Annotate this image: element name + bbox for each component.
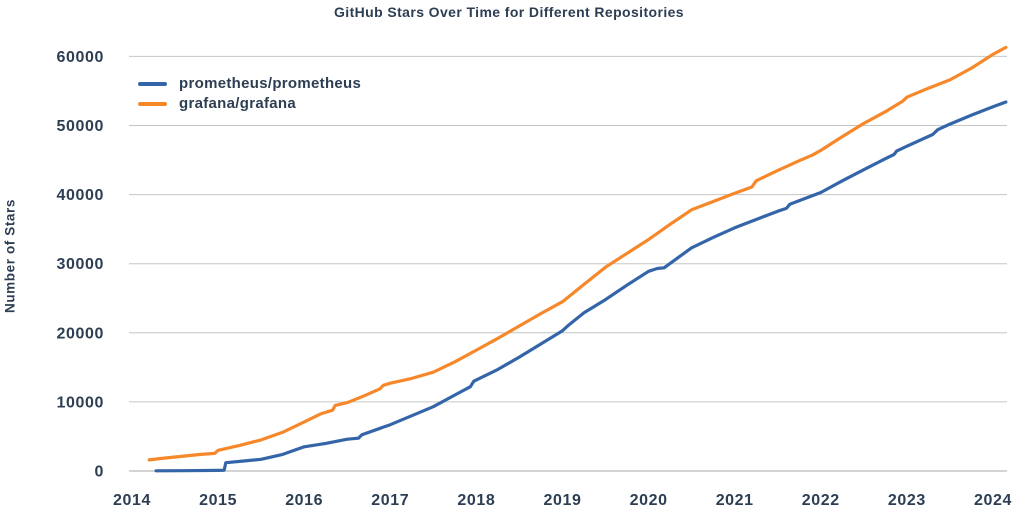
legend-item-prometheus: prometheus/prometheus: [138, 75, 362, 92]
chart-title: GitHub Stars Over Time for Different Rep…: [334, 4, 684, 20]
legend: prometheus/prometheus grafana/grafana: [138, 75, 362, 112]
x-tick-label-2019: 2019: [544, 492, 582, 509]
x-tick-label-2020: 2020: [630, 492, 668, 509]
y-tick-label-20000: 20000: [57, 325, 105, 342]
x-tick-label-2022: 2022: [802, 492, 840, 509]
x-tick-label-2014: 2014: [113, 492, 151, 509]
legend-swatch-prometheus: [138, 81, 167, 86]
legend-label: grafana/grafana: [179, 95, 297, 112]
y-tick-label-40000: 40000: [57, 187, 105, 204]
legend-swatch-grafana: [138, 101, 167, 106]
y-tick-label-0: 0: [95, 464, 105, 481]
y-tick-label-60000: 60000: [57, 49, 105, 66]
x-tick-label-2024: 2024: [974, 492, 1012, 509]
x-tick-label-2015: 2015: [199, 492, 237, 509]
legend-label: prometheus/prometheus: [179, 75, 362, 92]
x-tick-label-2018: 2018: [457, 492, 495, 509]
y-tick-label-30000: 30000: [57, 256, 105, 273]
x-tick-label-2021: 2021: [716, 492, 754, 509]
series-line-prometheus: [154, 100, 1008, 473]
x-tick-label-2017: 2017: [371, 492, 409, 509]
x-tick-label-2016: 2016: [285, 492, 323, 509]
y-tick-label-10000: 10000: [57, 394, 105, 411]
series-line-grafana: [147, 45, 1008, 462]
y-tick-label-50000: 50000: [57, 118, 105, 135]
legend-item-grafana: grafana/grafana: [138, 95, 361, 112]
x-tick-label-2023: 2023: [888, 492, 926, 509]
